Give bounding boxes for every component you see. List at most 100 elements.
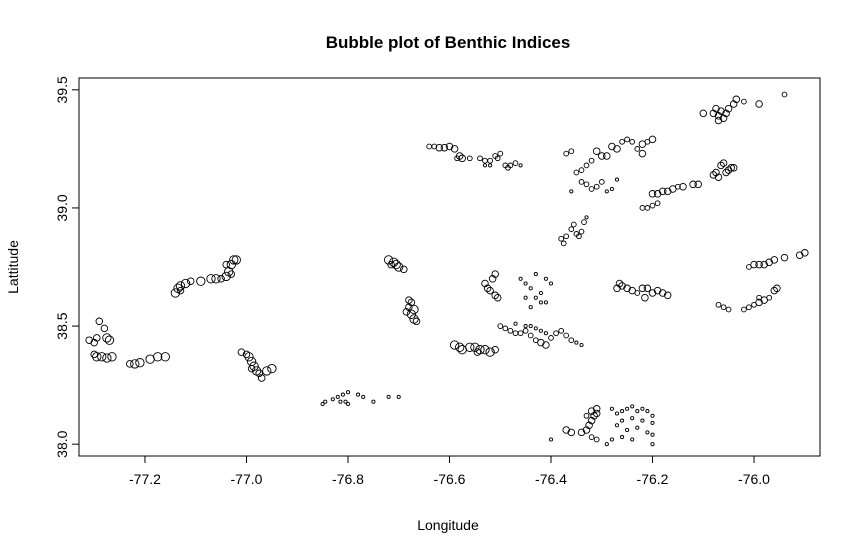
bubble-point: [356, 392, 361, 397]
bubble-point: [482, 163, 488, 168]
bubble-point: [538, 290, 543, 296]
bubble-point: [585, 421, 593, 430]
bubble-point: [801, 249, 809, 257]
bubble-point: [543, 331, 548, 336]
bubble-point: [634, 146, 641, 152]
bubble-point: [598, 152, 606, 160]
bubble-point: [93, 334, 101, 342]
x-tick-label: -76.4: [535, 471, 567, 487]
bubble-point: [386, 394, 391, 399]
bubble-point: [570, 221, 577, 228]
bubble-point: [714, 173, 723, 181]
bubble-point: [533, 272, 538, 277]
bubble-point: [560, 240, 567, 247]
x-tick-label: -77.0: [231, 471, 263, 487]
bubble-point: [620, 435, 625, 440]
bubble-point: [486, 286, 494, 295]
bubble-point: [712, 168, 720, 177]
y-tick-label: 39.0: [54, 194, 70, 221]
bubble-point: [609, 406, 614, 411]
bubble-point: [650, 413, 655, 418]
bubble-point: [340, 392, 345, 397]
bubble-point: [653, 286, 662, 295]
bubble-point: [568, 337, 575, 344]
bubble-point: [780, 253, 789, 262]
bubble-point: [760, 260, 768, 269]
bubble-point: [709, 109, 718, 118]
bubble-point: [491, 270, 499, 278]
bubble-point: [618, 282, 626, 290]
bubble-point: [400, 265, 408, 274]
bubble-point: [573, 169, 580, 176]
bubble-point: [588, 157, 595, 164]
bubble-point: [487, 157, 493, 164]
bubble-point: [227, 270, 236, 278]
bubble-point: [406, 309, 417, 319]
bubble-point: [603, 152, 611, 160]
bubble-point: [724, 166, 733, 174]
bubble-point: [107, 352, 117, 362]
bubble-point: [630, 404, 635, 409]
bubble-point: [579, 342, 584, 348]
bubble-point: [613, 284, 621, 293]
bubble-point: [641, 293, 649, 302]
x-tick-label: -76.0: [738, 471, 770, 487]
bubble-point: [391, 259, 401, 270]
bubble-point: [383, 255, 394, 265]
bubble-point: [160, 352, 170, 362]
bubble-point: [609, 186, 614, 192]
bubble-point: [488, 275, 497, 283]
bubble-point: [97, 352, 107, 362]
bubble-point: [145, 354, 155, 364]
bubble-point: [528, 305, 533, 310]
bubble-point: [323, 399, 328, 404]
bubble-point: [604, 442, 609, 447]
bubble-point: [450, 145, 459, 153]
bubble-point: [246, 356, 257, 367]
bubble-point: [548, 335, 554, 341]
bubble-point: [458, 154, 466, 163]
bubble-point: [211, 274, 221, 284]
bubble-point: [491, 291, 499, 300]
bubble-point: [663, 187, 672, 196]
x-tick-label: -76.2: [637, 471, 669, 487]
bubble-point: [394, 262, 404, 272]
bubble-point: [750, 260, 758, 269]
bubble-point: [719, 159, 728, 167]
bubble-point: [90, 350, 98, 359]
bubble-point: [643, 284, 652, 293]
bubble-point: [645, 430, 650, 435]
bubble-point: [578, 167, 585, 173]
bubble-point: [244, 352, 254, 362]
bubble-point: [494, 155, 501, 162]
bubble-point: [654, 200, 661, 207]
bubble-point: [583, 412, 590, 419]
bubble-point: [470, 342, 480, 352]
bubble-point: [720, 304, 727, 311]
bubble-point: [587, 416, 596, 425]
bubble-point: [562, 426, 570, 434]
bubble-point: [548, 281, 554, 286]
bubble-point: [85, 336, 93, 344]
bubble-point: [102, 333, 112, 343]
bubble-point: [491, 345, 499, 354]
bubble-point: [649, 202, 656, 209]
bubble-point: [653, 190, 662, 198]
bubble-point: [135, 358, 145, 368]
bubble-point: [482, 157, 488, 164]
bubble-point: [773, 284, 781, 293]
bubble-point: [196, 276, 206, 286]
bubble-point: [405, 296, 413, 304]
bubble-point: [320, 401, 325, 407]
bubble-point: [663, 291, 672, 300]
bubble-point: [658, 289, 667, 297]
bubble-point: [126, 360, 134, 368]
bubble-point: [588, 434, 595, 440]
bubble-point: [614, 411, 620, 416]
bubble-point: [102, 353, 112, 363]
bubble-point: [523, 281, 528, 286]
bubble-point: [715, 301, 722, 308]
bubble-point: [582, 426, 591, 434]
bubble-point: [186, 277, 195, 285]
bubble-point: [330, 397, 335, 402]
